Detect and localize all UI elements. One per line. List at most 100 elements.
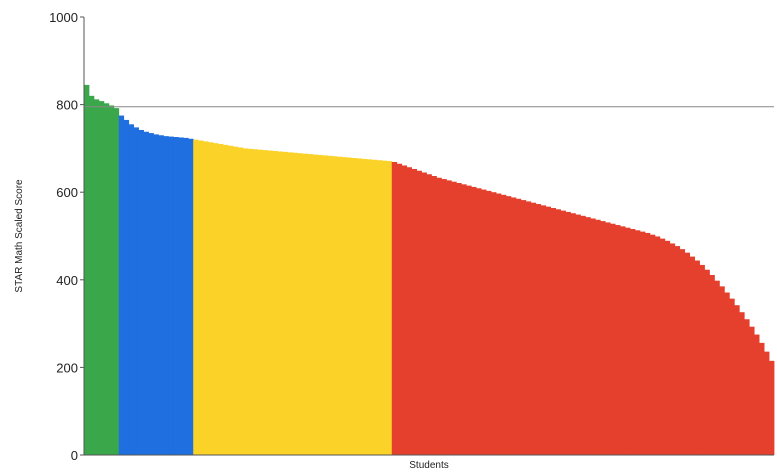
student-bar <box>739 312 745 455</box>
student-bar <box>540 205 547 455</box>
student-bar <box>600 221 606 455</box>
student-bar <box>371 159 378 456</box>
student-bar <box>644 232 651 455</box>
student-bar <box>476 188 482 455</box>
student-bar <box>203 141 209 455</box>
student-bar <box>496 193 502 455</box>
student-bar <box>615 225 621 455</box>
student-bar <box>555 209 561 455</box>
student-bar <box>302 153 308 455</box>
student-bar <box>347 157 353 455</box>
y-tick-label: 200 <box>56 360 78 375</box>
student-bar <box>317 154 323 455</box>
student-bar <box>178 137 184 455</box>
student-bar <box>754 334 760 455</box>
student-bar <box>406 167 413 456</box>
student-bar <box>332 156 338 455</box>
student-bar <box>759 342 765 455</box>
student-bar <box>565 211 571 455</box>
student-bar <box>163 136 169 455</box>
student-bar <box>525 201 532 455</box>
student-bar <box>689 256 695 455</box>
student-bar <box>183 137 189 455</box>
student-bar <box>227 145 234 455</box>
student-bar <box>366 159 373 455</box>
student-bar <box>659 238 666 455</box>
student-bar <box>714 280 720 455</box>
y-axis-ticks: 0 200 400 600 800 1000 <box>49 10 84 463</box>
student-bar <box>128 124 135 455</box>
student-bar <box>267 150 274 455</box>
student-bar <box>694 260 700 455</box>
student-bar <box>292 152 298 455</box>
student-bar <box>466 185 472 455</box>
student-bar <box>257 149 264 455</box>
student-bar <box>580 215 586 455</box>
student-bar <box>535 204 542 455</box>
student-bar <box>168 136 174 455</box>
student-bar <box>595 219 601 455</box>
student-bar <box>560 210 566 455</box>
y-tick-label: 400 <box>56 273 78 288</box>
student-bar <box>426 174 432 456</box>
student-bar <box>699 264 705 455</box>
student-bar <box>505 196 512 455</box>
student-bar <box>630 228 636 455</box>
student-bar <box>133 127 139 455</box>
student-bar <box>337 156 343 455</box>
student-bar <box>153 134 159 455</box>
student-bar <box>456 183 462 455</box>
student-bar <box>103 103 110 455</box>
student-bar <box>312 154 318 455</box>
student-bar <box>545 206 552 455</box>
student-bar <box>620 226 626 455</box>
student-bar <box>361 158 368 455</box>
student-bar <box>352 158 358 456</box>
student-bar <box>461 184 467 455</box>
student-bar <box>237 147 244 455</box>
student-bar <box>749 326 755 455</box>
student-bar <box>605 222 611 455</box>
student-bar <box>639 231 646 455</box>
student-bar <box>530 202 537 455</box>
student-bar <box>93 99 100 455</box>
y-tick-label: 0 <box>71 448 78 463</box>
x-axis-title: Students <box>409 460 448 471</box>
y-tick-label: 600 <box>56 185 78 200</box>
student-bar <box>193 139 199 455</box>
student-bar <box>198 140 204 455</box>
student-bar <box>213 143 219 455</box>
student-bar <box>218 144 224 455</box>
student-bar <box>84 84 90 455</box>
student-bar <box>396 163 403 456</box>
student-bar <box>158 135 164 455</box>
student-bar <box>550 207 556 455</box>
student-bar <box>570 213 576 455</box>
student-bar <box>649 234 656 455</box>
student-bar <box>416 170 422 456</box>
student-bar <box>729 298 735 455</box>
student-bar <box>654 236 661 455</box>
student-bar <box>277 151 283 455</box>
student-bar <box>625 227 631 455</box>
student-bar <box>282 151 288 455</box>
student-bar <box>635 230 641 455</box>
student-bar <box>769 360 775 455</box>
student-bar <box>297 153 303 455</box>
y-tick-label: 800 <box>56 98 78 113</box>
student-bar <box>451 181 457 455</box>
student-bar <box>431 175 437 456</box>
student-bar <box>704 269 710 455</box>
student-bar <box>421 172 427 456</box>
student-bar <box>664 240 671 455</box>
student-bar <box>188 138 194 455</box>
student-bar <box>724 292 730 455</box>
student-bar <box>441 179 447 455</box>
student-bar <box>684 252 691 455</box>
student-bar <box>401 165 408 456</box>
student-bar <box>376 160 383 456</box>
student-bar <box>486 190 492 455</box>
student-bar <box>307 154 313 455</box>
student-bar <box>590 218 596 455</box>
